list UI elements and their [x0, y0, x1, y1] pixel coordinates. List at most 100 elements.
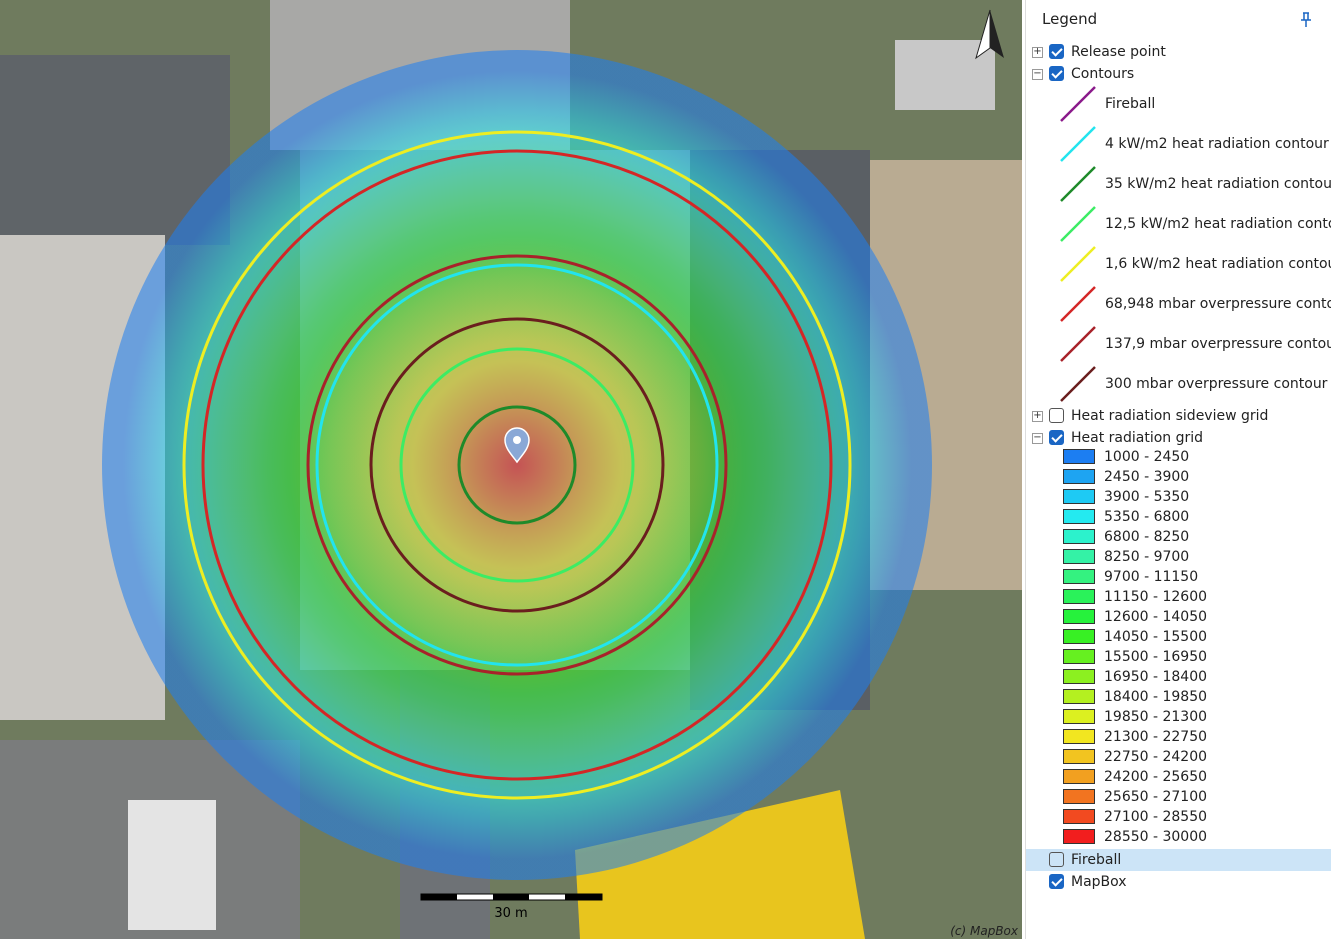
line-symbol: [1060, 206, 1096, 242]
contour-ring: [457, 405, 577, 525]
color-swatch: [1063, 589, 1095, 604]
layer-label: Heat radiation grid: [1071, 430, 1204, 446]
entry-label: 1,6 kW/m2 heat radiation contour: [1105, 256, 1331, 272]
contour-ring: [182, 130, 852, 800]
checkbox[interactable]: [1049, 874, 1064, 889]
checkbox[interactable]: [1049, 408, 1064, 423]
contour-ring: [306, 254, 728, 676]
entry-label: 35 kW/m2 heat radiation contour: [1105, 176, 1331, 192]
grid-entry: 19850 - 21300: [1026, 707, 1331, 727]
color-swatch: [1063, 649, 1095, 664]
entry-label: 18400 - 19850: [1104, 689, 1208, 705]
entry-label: 8250 - 9700: [1104, 549, 1190, 565]
expander[interactable]: −: [1032, 432, 1043, 444]
grid-entry: 21300 - 22750: [1026, 727, 1331, 747]
contour-ring: [201, 149, 833, 781]
expander[interactable]: +: [1032, 410, 1043, 422]
grid-entry: 11150 - 12600: [1026, 587, 1331, 607]
layer-label: Fireball: [1071, 852, 1122, 868]
checkbox[interactable]: [1049, 430, 1064, 445]
line-symbol: [1060, 286, 1096, 322]
entry-label: 22750 - 24200: [1104, 749, 1208, 765]
checkbox[interactable]: [1049, 44, 1064, 59]
entry-label: 300 mbar overpressure contour: [1105, 376, 1328, 392]
legend-row[interactable]: MapBox: [1026, 871, 1331, 893]
contour-entry: Fireball: [1026, 84, 1331, 124]
entry-label: 6800 - 8250: [1104, 529, 1190, 545]
north-arrow: [975, 9, 1004, 60]
layer-label: Release point: [1071, 44, 1166, 60]
grid-entry: 25650 - 27100: [1026, 787, 1331, 807]
grid-entry: 28550 - 30000: [1026, 827, 1331, 847]
contour-entry: 300 mbar overpressure contour: [1026, 364, 1331, 404]
building-roof: [128, 800, 216, 930]
entry-label: 12600 - 14050: [1104, 609, 1208, 625]
color-swatch: [1063, 449, 1095, 464]
entry-label: 137,9 mbar overpressure contour: [1105, 336, 1331, 352]
entry-label: 2450 - 3900: [1104, 469, 1190, 485]
color-swatch: [1063, 629, 1095, 644]
entry-label: 68,948 mbar overpressure contour: [1105, 296, 1331, 312]
line-symbol: [1060, 126, 1096, 162]
entry-label: 24200 - 25650: [1104, 769, 1208, 785]
checkbox[interactable]: [1049, 66, 1064, 81]
contour-ring: [369, 317, 665, 613]
map[interactable]: 30 m (c) MapBox: [0, 0, 1022, 939]
color-swatch: [1063, 749, 1095, 764]
scale-label: 30 m: [494, 906, 527, 921]
entry-label: 11150 - 12600: [1104, 589, 1208, 605]
entry-label: 1000 - 2450: [1104, 449, 1190, 465]
color-swatch: [1063, 569, 1095, 584]
color-swatch: [1063, 829, 1095, 844]
contour-entry: 137,9 mbar overpressure contour: [1026, 324, 1331, 364]
grid-entry: 27100 - 28550: [1026, 807, 1331, 827]
legend-row[interactable]: Fireball: [1026, 849, 1331, 871]
legend-row[interactable]: + Release point: [1026, 41, 1331, 63]
color-swatch: [1063, 789, 1095, 804]
line-symbol: [1060, 366, 1096, 402]
contour-ring: [399, 347, 635, 583]
grid-entry: 14050 - 15500: [1026, 627, 1331, 647]
entry-label: 9700 - 11150: [1104, 569, 1199, 585]
legend-row[interactable]: − Heat radiation grid: [1026, 427, 1331, 449]
contour-entry: 1,6 kW/m2 heat radiation contour: [1026, 244, 1331, 284]
entry-label: 12,5 kW/m2 heat radiation contour: [1105, 216, 1331, 232]
legend-row[interactable]: + Heat radiation sideview grid: [1026, 405, 1331, 427]
entry-label: 27100 - 28550: [1104, 809, 1208, 825]
entry-label: 16950 - 18400: [1104, 669, 1208, 685]
legend-title: Legend: [1042, 10, 1098, 28]
entry-label: 21300 - 22750: [1104, 729, 1208, 745]
grid-entry: 5350 - 6800: [1026, 507, 1331, 527]
grid-entry: 6800 - 8250: [1026, 527, 1331, 547]
grid-entry: 15500 - 16950: [1026, 647, 1331, 667]
checkbox[interactable]: [1049, 852, 1064, 867]
expander[interactable]: −: [1032, 68, 1043, 80]
grid-entry: 2450 - 3900: [1026, 467, 1331, 487]
pin-button[interactable]: [1299, 12, 1313, 28]
expander[interactable]: +: [1032, 46, 1043, 58]
map-canvas: 30 m (c) MapBox: [0, 0, 1022, 939]
color-swatch: [1063, 509, 1095, 524]
entry-label: 5350 - 6800: [1104, 509, 1190, 525]
layer-label: MapBox: [1071, 874, 1127, 890]
legend-row[interactable]: − Contours: [1026, 63, 1331, 85]
color-swatch: [1063, 669, 1095, 684]
line-symbol: [1060, 166, 1096, 202]
color-swatch: [1063, 609, 1095, 624]
color-swatch: [1063, 549, 1095, 564]
grid-entry: 12600 - 14050: [1026, 607, 1331, 627]
color-swatch: [1063, 709, 1095, 724]
color-swatch: [1063, 729, 1095, 744]
contour-entry: 68,948 mbar overpressure contour: [1026, 284, 1331, 324]
contour-entry: 12,5 kW/m2 heat radiation contour: [1026, 204, 1331, 244]
grid-entry: 8250 - 9700: [1026, 547, 1331, 567]
color-swatch: [1063, 529, 1095, 544]
release-point[interactable]: [504, 427, 530, 464]
contour-ring: [315, 263, 719, 667]
entry-label: 28550 - 30000: [1104, 829, 1208, 845]
grid-entry: 24200 - 25650: [1026, 767, 1331, 787]
line-symbol: [1060, 246, 1096, 282]
grid-entry: 18400 - 19850: [1026, 687, 1331, 707]
contour-entry: 35 kW/m2 heat radiation contour: [1026, 164, 1331, 204]
